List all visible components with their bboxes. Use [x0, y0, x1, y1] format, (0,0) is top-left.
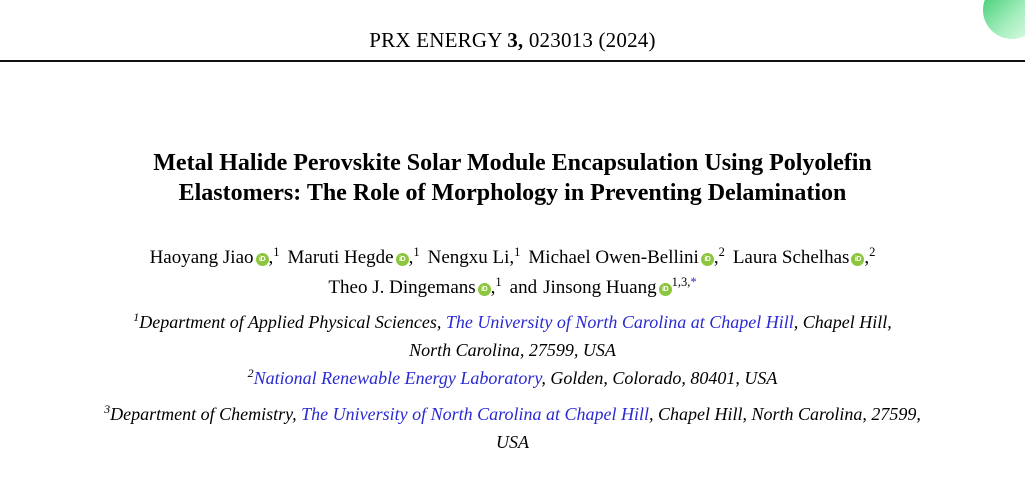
orcid-icon[interactable]: iD	[851, 253, 865, 266]
author: Theo J. Dingemans iD ,1	[328, 275, 502, 298]
author-separator: ,	[713, 247, 719, 268]
author-line-1: Haoyang Jiao iD ,1 Maruti Hegde iD ,1 Nengxu L…	[0, 243, 1025, 273]
paper-page: PRX ENERGY 3, 023013 (2024) Metal Halide…	[0, 0, 1025, 456]
author-name: Haoyang Jiao	[149, 247, 254, 268]
orcid-icon[interactable]: iD	[255, 253, 269, 266]
affiliation-3-line-2: USA	[0, 428, 1025, 456]
orcid-icon[interactable]: iD	[658, 283, 672, 296]
author-separator: ,	[509, 247, 515, 268]
author-separator: ,	[408, 247, 414, 268]
author-separator: ,	[490, 277, 496, 298]
affiliation-2-line-1: 2National Renewable Energy Laboratory, G…	[0, 364, 1025, 392]
author: Nengxu Li,1	[427, 245, 521, 268]
orcid-icon-label: iD	[704, 256, 711, 263]
orcid-icon-label: iD	[399, 256, 406, 263]
journal-issue: 023013 (2024)	[523, 28, 656, 52]
affiliation-1-line-2: North Carolina, 27599, USA	[0, 336, 1025, 364]
header-rule	[0, 60, 1025, 62]
affiliation-superscript: 2	[869, 245, 876, 259]
paper-title: Metal Halide Perovskite Solar Module Enc…	[20, 148, 1005, 208]
author: Haoyang Jiao iD ,1	[149, 245, 280, 268]
orcid-icon[interactable]: iD	[395, 253, 409, 266]
author: Michael Owen-Bellini iD ,2	[528, 245, 725, 268]
author-name: Nengxu Li	[427, 247, 510, 268]
journal-volume: 3,	[507, 28, 524, 52]
institution-link[interactable]: The University of North Carolina at Chap…	[445, 312, 794, 332]
author-separator: ,	[268, 247, 274, 268]
orcid-icon-label: iD	[259, 256, 266, 263]
author-separator: ,	[864, 247, 870, 268]
affiliation-superscript: 1	[413, 245, 420, 259]
author: Maruti Hegde iD ,1	[287, 245, 420, 268]
institution-link[interactable]: National Renewable Energy Laboratory	[253, 368, 542, 388]
affiliation-1-line-1: 1Department of Applied Physical Sciences…	[0, 308, 1025, 336]
orcid-icon[interactable]: iD	[700, 253, 714, 266]
affiliation-text: Department of Applied Physical Sciences,	[139, 312, 446, 332]
affiliation-text: , Golden, Colorado, 80401, USA	[541, 368, 778, 388]
affiliation-marker: 1	[133, 310, 140, 324]
affiliation-text: , Chapel Hill, North Carolina, 27599,	[648, 404, 921, 424]
title-line-2: Elastomers: The Role of Morphology in Pr…	[178, 180, 847, 206]
author-list: Haoyang Jiao iD ,1 Maruti Hegde iD ,1 Nengxu L…	[0, 243, 1025, 303]
affiliation-3-line-1: 3Department of Chemistry, The University…	[0, 400, 1025, 428]
affiliation-superscript: 1,3,*	[672, 275, 697, 289]
orcid-icon[interactable]: iD	[477, 283, 491, 296]
affiliation-text: USA	[496, 432, 529, 452]
author-name: Maruti Hegde	[287, 247, 394, 268]
affiliation-numbers: 1,3,	[671, 275, 691, 289]
orcid-icon-label: iD	[662, 286, 669, 293]
affiliation-text: Department of Chemistry,	[110, 404, 302, 424]
journal-header: PRX ENERGY 3, 023013 (2024)	[0, 28, 1025, 53]
orcid-icon-label: iD	[854, 256, 862, 263]
title-line-1: Metal Halide Perovskite Solar Module Enc…	[153, 150, 872, 176]
author-name: Theo J. Dingemans	[328, 277, 476, 298]
author: and Jinsong Huang iD1,3,*	[509, 275, 697, 298]
affiliation-superscript: 1	[273, 245, 280, 259]
author-line-2: Theo J. Dingemans iD ,1 and Jinsong Huang iD1…	[0, 273, 1025, 303]
affiliations: 1Department of Applied Physical Sciences…	[0, 308, 1025, 456]
author: Laura Schelhas iD ,2	[732, 245, 876, 268]
affiliation-text: North Carolina, 27599, USA	[409, 340, 616, 360]
author-name: Laura Schelhas	[732, 247, 850, 268]
institution-link[interactable]: The University of North Carolina at Chap…	[301, 404, 649, 424]
affiliation-marker: 2	[247, 366, 254, 380]
and-label: and	[509, 277, 538, 298]
author-name: Michael Owen-Bellini	[528, 247, 699, 268]
affiliation-superscript: 1	[495, 275, 502, 289]
affiliation-superscript: 1	[514, 245, 521, 259]
author-name: Jinsong Huang	[543, 277, 657, 298]
corresponding-author-asterisk[interactable]: *	[690, 275, 697, 289]
affiliation-marker: 3	[104, 402, 111, 416]
affiliation-text: , Chapel Hill,	[793, 312, 892, 332]
affiliation-superscript: 2	[718, 245, 725, 259]
journal-name: PRX ENERGY	[369, 28, 508, 52]
orcid-icon-label: iD	[481, 286, 488, 293]
